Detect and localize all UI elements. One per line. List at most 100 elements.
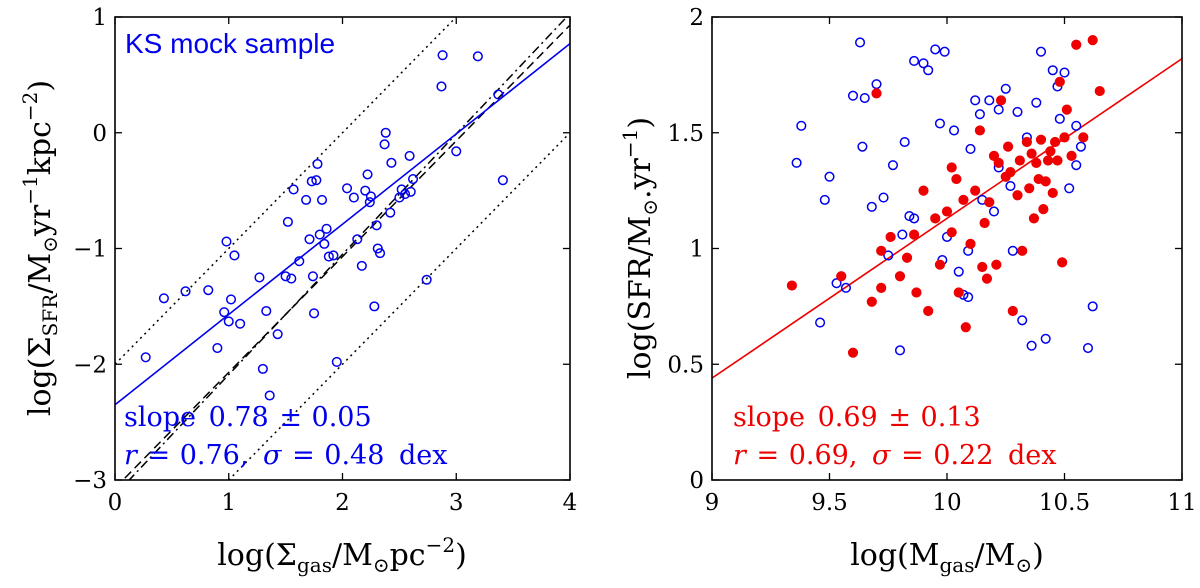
left-point-ks-mock-sample <box>306 176 317 187</box>
right-point-open <box>824 171 835 182</box>
right-point-filled <box>991 259 1002 270</box>
left-legend-text: KS mock sample <box>125 28 335 59</box>
right-point-filled <box>1078 132 1089 143</box>
right-point-open <box>965 143 976 155</box>
right-point-filled <box>1071 39 1082 50</box>
right-point-filled <box>953 287 964 298</box>
right-point-filled <box>1017 245 1028 256</box>
right-point-filled <box>977 261 988 273</box>
right-point-open <box>1005 180 1016 192</box>
left-point-ks-mock-sample <box>314 229 325 240</box>
right-point-open <box>887 160 899 171</box>
right-point-filled <box>984 197 995 208</box>
right-point-open <box>1031 97 1042 108</box>
right-point-open <box>897 229 908 240</box>
left-point-ks-mock-sample <box>421 274 432 285</box>
right-point-filled <box>979 217 990 229</box>
right-point-filled <box>1094 85 1105 97</box>
right-point-open <box>883 250 894 261</box>
right-point-open <box>819 194 830 205</box>
right-ytick-label: 2 <box>689 5 704 31</box>
right-point-open <box>871 79 882 90</box>
right-point-open <box>984 95 995 106</box>
right-point-open <box>1054 113 1065 124</box>
right-point-filled <box>970 185 981 196</box>
right-point-filled <box>1054 76 1065 87</box>
right-point-open <box>1012 106 1023 117</box>
left-point-ks-mock-sample <box>304 234 315 245</box>
left-point-ks-mock-sample <box>319 238 330 249</box>
left-x-axis-label: log(Σgas/M⊙pc−2) <box>217 533 467 577</box>
right-point-filled <box>1066 150 1077 161</box>
right-point-filled <box>1057 257 1068 268</box>
right-point-filled <box>1038 204 1049 215</box>
right-point-filled <box>1028 213 1040 224</box>
right-point-filled <box>965 238 976 249</box>
right-point-filled <box>918 185 929 196</box>
right-point-open <box>993 104 1004 115</box>
right-point-filled <box>901 252 913 263</box>
right-point-filled <box>911 287 922 298</box>
right-point-filled <box>885 231 896 243</box>
right-point-filled <box>1042 155 1054 166</box>
right-point-open <box>970 95 981 106</box>
left-point-ks-mock-sample <box>493 89 504 100</box>
right-point-filled <box>1087 35 1098 46</box>
right-lines <box>712 58 1182 379</box>
right-point-open <box>963 292 974 303</box>
left-point-ks-mock-sample <box>212 342 223 354</box>
right-point-open <box>847 90 859 101</box>
left-y-axis-label: log(ΣSFR/M⊙yr−1kpc−2) <box>18 80 62 416</box>
left-ytick-label: 1 <box>92 5 107 31</box>
right-xtick-label: 9.5 <box>811 490 848 516</box>
left-point-ks-mock-sample <box>436 81 447 92</box>
left-point-ks-mock-sample <box>235 318 246 329</box>
left-point-ks-mock-sample <box>356 260 367 271</box>
left-point-ks-mock-sample <box>385 207 396 218</box>
left-reference-line-dotted-upper <box>115 17 458 365</box>
left-xtick-label: 2 <box>335 490 350 516</box>
left-point-ks-mock-sample <box>272 329 283 340</box>
left-point-ks-mock-sample <box>219 307 230 318</box>
right-point-filled <box>995 95 1007 106</box>
right-point-filled <box>894 271 906 282</box>
left-point-ks-mock-sample <box>223 316 234 327</box>
left-point-ks-mock-sample <box>437 50 448 61</box>
left-point-ks-mock-sample <box>364 197 375 208</box>
right-point-open <box>878 192 889 203</box>
right-point-open <box>1000 83 1011 94</box>
left-point-ks-mock-sample <box>301 194 312 205</box>
right-point-filled <box>1014 155 1025 166</box>
right-point-filled <box>974 125 986 136</box>
right-point-filled <box>1003 141 1014 152</box>
right-point-filled <box>934 259 946 270</box>
left-slope-annotation: slope 0.78 ± 0.05 <box>124 402 372 433</box>
left-point-ks-mock-sample <box>257 363 268 374</box>
right-point-open <box>1087 301 1098 312</box>
left-fit-line <box>115 42 570 406</box>
left-point-ks-mock-sample <box>379 139 390 150</box>
left-point-ks-mock-sample <box>280 271 291 282</box>
right-point-open <box>857 141 868 152</box>
right-y-axis-label: log(SFR/M⊙.yr−1) <box>618 117 662 379</box>
right-point-filled <box>1045 146 1056 157</box>
right-point-open <box>815 317 826 328</box>
left-point-ks-mock-sample <box>472 51 483 62</box>
right-point-filled <box>951 173 962 185</box>
right-point-filled <box>946 162 957 173</box>
right-point-open <box>953 266 964 277</box>
left-points <box>140 50 508 401</box>
left-xtick-label: 3 <box>449 490 464 516</box>
right-point-filled <box>1059 132 1070 143</box>
right-point-open <box>1059 67 1070 78</box>
right-point-open <box>988 206 1000 217</box>
left-point-ks-mock-sample <box>264 390 275 401</box>
right-point-open <box>1026 340 1037 351</box>
right-point-filled <box>960 322 971 333</box>
left-ytick-label: −2 <box>73 352 107 378</box>
right-point-open <box>949 125 960 136</box>
right-ytick-label: 1 <box>689 237 704 263</box>
right-point-filled <box>876 282 887 293</box>
right-xtick-label: 10.5 <box>1039 490 1090 516</box>
right-point-filled <box>1035 134 1047 145</box>
